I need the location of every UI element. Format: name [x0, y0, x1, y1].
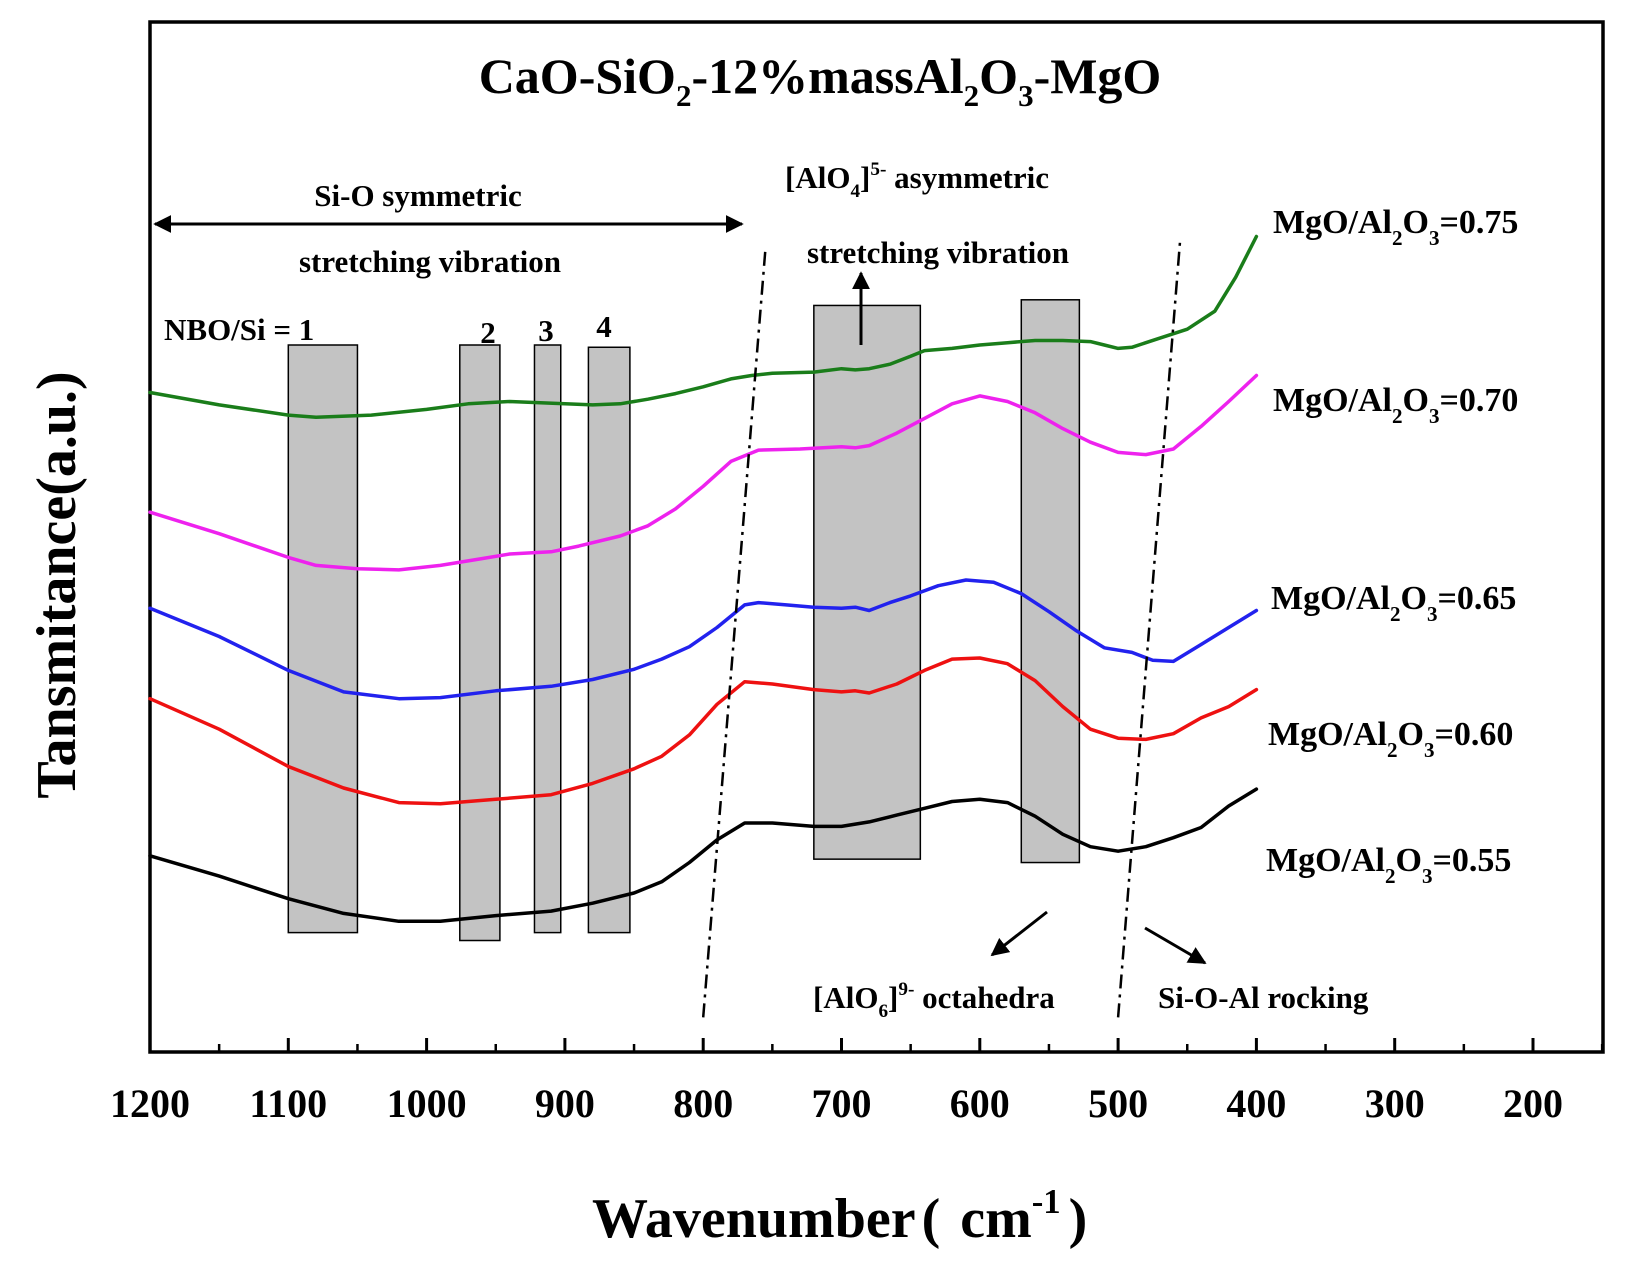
band-nbo-3: [533, 344, 562, 934]
chart-title: CaO-SiO2-12%massAl2O3-MgO: [479, 48, 1162, 113]
x-axis-title: Wavenumber(cm-1): [592, 1182, 1087, 1250]
nbo-label-1: NBO/Si = 1: [164, 312, 314, 347]
rocking-arrow: [1144, 926, 1207, 965]
x-tick-label: 1200: [110, 1081, 190, 1126]
legend-label-055: MgO/Al2O3=0.55: [1266, 842, 1511, 888]
alo6-arrow: [990, 910, 1048, 957]
x-tick-label: 500: [1088, 1081, 1148, 1126]
boundary-lines: [701, 237, 1182, 1018]
x-tick-label: 400: [1226, 1081, 1286, 1126]
x-tick-label: 900: [535, 1081, 595, 1126]
x-tick-label: 600: [950, 1081, 1010, 1126]
band-alo6: [1020, 299, 1081, 864]
legend-label-075: MgO/Al2O3=0.75: [1273, 204, 1518, 250]
legend-label-065: MgO/Al2O3=0.65: [1271, 580, 1516, 626]
x-axis: 1200 1100 1000 900 800 700 600 500 400 300 200: [110, 1038, 1604, 1126]
x-tick-label: 1000: [387, 1081, 467, 1126]
shaded-bands: [287, 299, 1081, 942]
x-tick-label: 800: [673, 1081, 733, 1126]
legend: MgO/Al2O3=0.75 MgO/Al2O3=0.70 MgO/Al2O3=…: [1266, 204, 1518, 888]
x-tick-label: 300: [1365, 1081, 1425, 1126]
annotation-si-o-line1: Si-O symmetric: [314, 178, 521, 213]
x-tick-label: 1100: [249, 1081, 327, 1126]
annotation-alo4-line2: stretching vibration: [807, 235, 1069, 270]
series-line-075: [148, 234, 1259, 420]
band-alo4: [813, 304, 922, 860]
band-nbo-2: [459, 344, 501, 942]
series-line-065: [148, 578, 1259, 701]
boundary-line-sioal: [1116, 237, 1182, 1018]
nbo-label-3: 3: [538, 313, 554, 348]
plot-frame: [148, 20, 1605, 1054]
nbo-label-2: 2: [480, 315, 496, 350]
x-tick-label: 200: [1503, 1081, 1563, 1126]
band-nbo-1: [287, 344, 359, 934]
y-axis-title: Tansmitance(a.u.): [26, 371, 88, 798]
annotation-alo6: [AlO6]9- octahedra: [813, 979, 1055, 1022]
annotation-si-o-line2: stretching vibration: [299, 244, 561, 279]
series-line-055: [148, 787, 1259, 924]
band-nbo-4: [587, 346, 631, 934]
nbo-label-4: 4: [596, 309, 612, 344]
boundary-line-alo4: [701, 248, 767, 1018]
series-lines: [148, 234, 1259, 924]
legend-label-060: MgO/Al2O3=0.60: [1268, 716, 1513, 762]
annotation-rocking: Si-O-Al rocking: [1158, 980, 1369, 1015]
x-tick-label: 700: [812, 1081, 872, 1126]
annotation-alo4-line1: [AlO4]5- asymmetric: [785, 159, 1049, 202]
series-line-070: [148, 373, 1259, 572]
legend-label-070: MgO/Al2O3=0.70: [1273, 382, 1518, 428]
series-line-060: [148, 656, 1259, 806]
